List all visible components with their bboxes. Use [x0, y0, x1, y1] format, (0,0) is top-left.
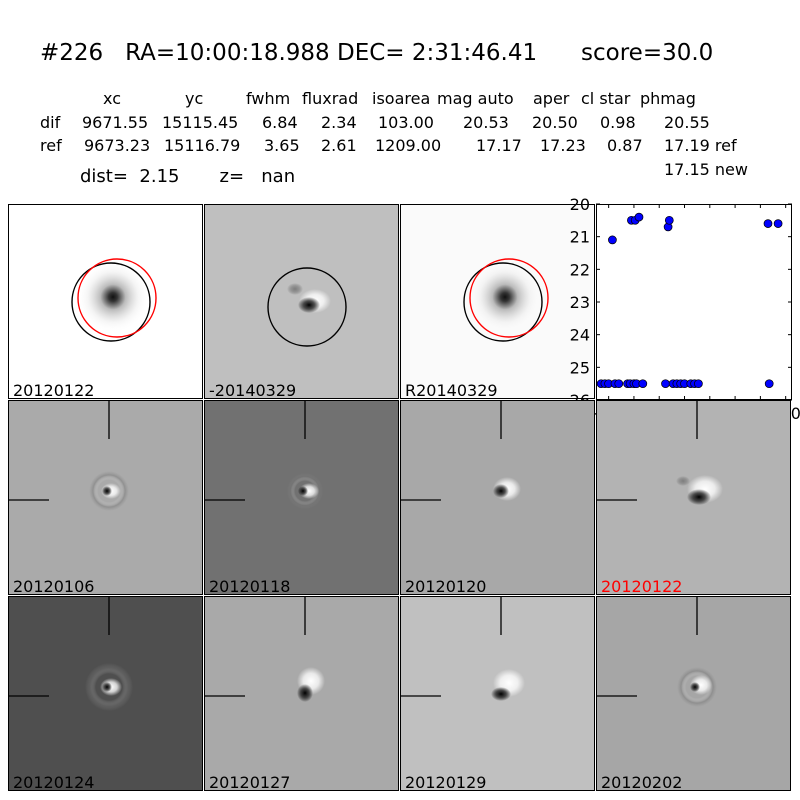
light-curve-svg: 20212223242526 −20020406080100120	[570, 195, 800, 423]
data-point	[764, 379, 774, 389]
light-curve-plot: 20212223242526 −20020406080100120	[570, 195, 800, 423]
dist-line: dist= 2.15 z= nan	[80, 166, 295, 187]
col-header-cl-star: cl star	[581, 89, 631, 108]
stamp-date: 20120120	[405, 577, 487, 595]
stamp-date: 20120106	[13, 577, 95, 595]
stamp-date: 20120127	[209, 773, 291, 791]
col-header-phmag: phmag	[640, 89, 696, 108]
stamp-date: 20120118	[209, 577, 291, 595]
data-point	[638, 379, 648, 389]
y-tick-label: 23	[570, 293, 590, 312]
col-header-fwhm: fwhm	[246, 89, 291, 108]
data-point	[773, 219, 783, 228]
stamp-date: R20140329	[405, 381, 498, 399]
data-point	[608, 235, 617, 245]
plot-frame	[596, 204, 792, 400]
cell: 0.87	[607, 136, 643, 155]
dist-label: dist=	[80, 166, 128, 187]
data-point	[661, 379, 670, 389]
candidate-id: #226	[40, 40, 104, 66]
cell: 103.00	[378, 113, 434, 132]
y-tick-label: 21	[570, 228, 590, 247]
cell: 17.17	[476, 136, 522, 155]
stamp-date: 20120202	[601, 773, 683, 791]
cell: 0.98	[600, 113, 636, 132]
col-header-fluxrad: fluxrad	[302, 89, 359, 108]
y-tick-label: 22	[570, 260, 590, 279]
z-value: nan	[261, 166, 296, 187]
row-label-dif: dif	[40, 113, 61, 132]
y-tick-label: 25	[570, 358, 590, 377]
cell: 20.55	[664, 113, 710, 132]
stamp-image	[205, 401, 323, 509]
data-point	[763, 219, 773, 228]
cell: 17.19 ref	[664, 136, 737, 155]
data-point	[664, 215, 674, 225]
new-mag: 17.15 new	[664, 160, 748, 179]
z-label: z=	[219, 166, 245, 187]
y-tick-label: 20	[570, 195, 590, 214]
stamp-date: -20140329	[209, 381, 297, 399]
header-title: #226 RA=10:00:18.988 DEC= 2:31:46.41 sco…	[40, 40, 713, 66]
stamp-epoch: 20120106	[8, 400, 203, 595]
col-header-isoarea: isoarea	[372, 89, 431, 108]
cell: 20.53	[463, 113, 509, 132]
stamp-image	[401, 597, 525, 701]
stamp-date-highlighted: 20120122	[601, 577, 683, 595]
stamp-epoch: 20120127	[204, 596, 399, 791]
stamp-image	[205, 597, 325, 702]
stamp-image	[9, 401, 129, 511]
cell: 17.23	[540, 136, 586, 155]
score-value: score=30.0	[581, 40, 714, 66]
stamp-new-ref: R20140329	[400, 204, 595, 399]
row-label-ref: ref	[40, 136, 62, 155]
ra-value: RA=10:00:18.988	[125, 40, 330, 66]
stamp-epoch: 20120124	[8, 596, 203, 791]
stamp-image	[597, 597, 717, 707]
stamp-image	[597, 401, 723, 505]
cell: 1209.00	[375, 136, 442, 155]
col-header-aper: aper	[533, 89, 570, 108]
cell: 15116.79	[164, 136, 241, 155]
y-tick-label: 24	[570, 326, 590, 345]
stamp-epoch: 20120120	[400, 400, 595, 595]
stamp-epoch-highlighted: 20120122	[596, 400, 791, 595]
stamp-diff-image	[267, 267, 347, 347]
data-point	[634, 212, 644, 222]
cell: 3.65	[264, 136, 300, 155]
col-header-xc: xc	[103, 89, 121, 108]
stamp-ref: 20120122	[8, 204, 203, 399]
cell: 20.50	[532, 113, 578, 132]
cell: 2.61	[321, 136, 357, 155]
cell: 6.84	[262, 113, 298, 132]
col-header-yc: yc	[185, 89, 204, 108]
stamp-date: 20120124	[13, 773, 95, 791]
stamp-diff: -20140329	[204, 204, 399, 399]
data-point	[694, 379, 703, 389]
cell: 9673.23	[84, 136, 151, 155]
stamp-date: 20120122	[13, 381, 95, 399]
stamp-epoch: 20120118	[204, 400, 399, 595]
cell: 15115.45	[162, 113, 239, 132]
stamp-ref-image	[71, 258, 157, 342]
cell: 2.34	[321, 113, 357, 132]
dist-value: 2.15	[139, 166, 180, 187]
cell: 9671.55	[82, 113, 149, 132]
stamp-epoch: 20120129	[400, 596, 595, 791]
stamp-epoch: 20120202	[596, 596, 791, 791]
data-point	[614, 379, 624, 389]
stamp-image	[9, 597, 133, 711]
stamp-new-ref-image	[463, 258, 549, 342]
stamp-image	[401, 401, 521, 501]
col-header-mag-auto: mag auto	[437, 89, 514, 108]
dec-value: DEC= 2:31:46.41	[337, 40, 538, 66]
stamp-date: 20120129	[405, 773, 487, 791]
